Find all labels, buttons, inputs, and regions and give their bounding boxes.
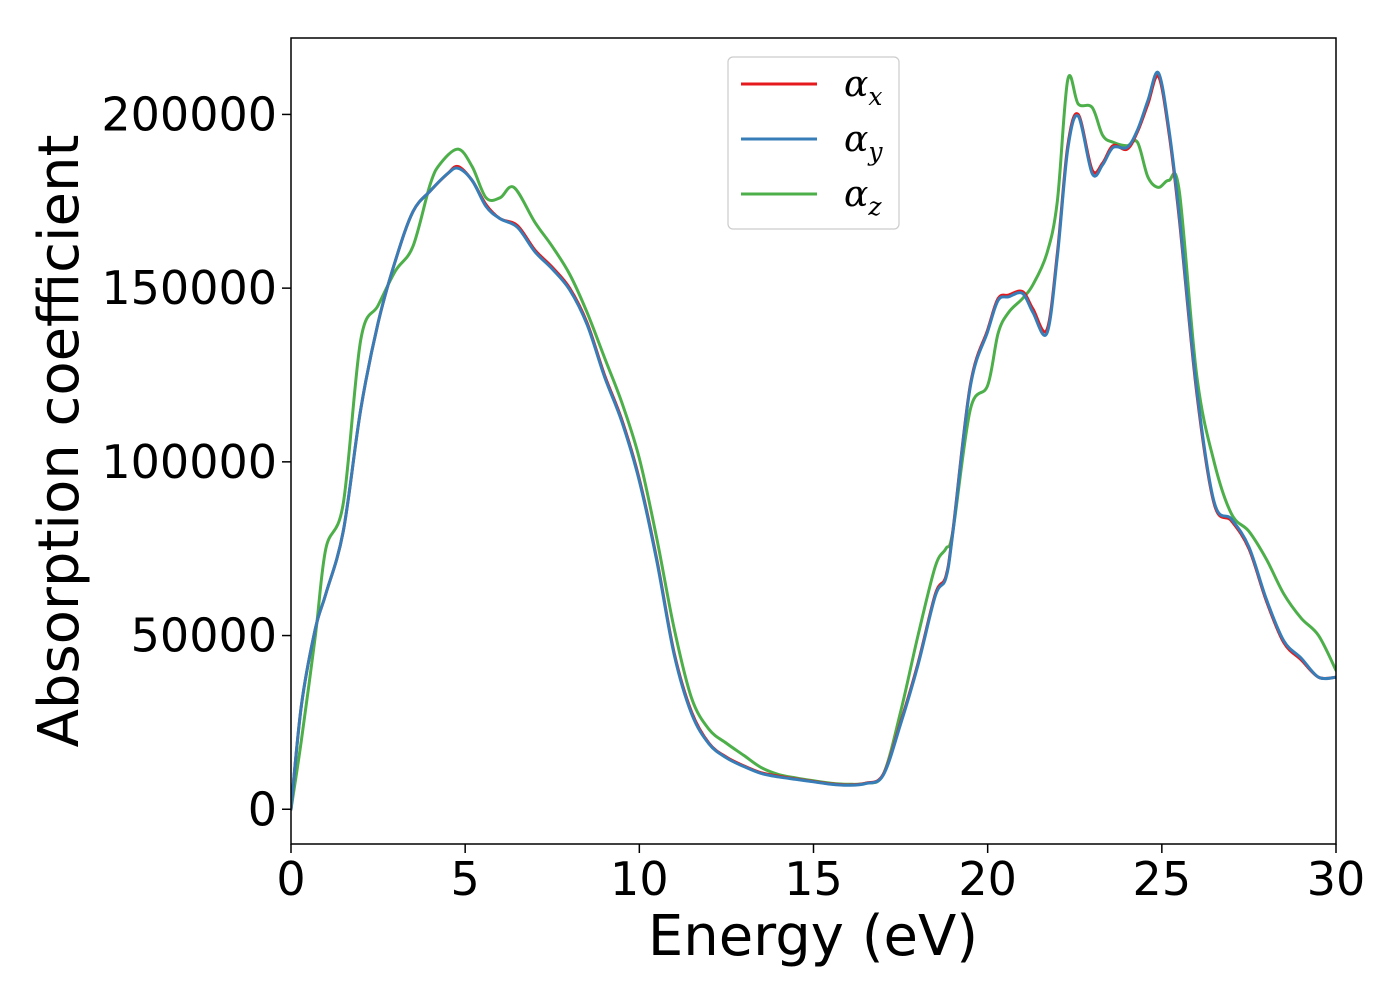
- x-tick-label: 30: [1307, 852, 1366, 906]
- y-tick-label: 50000: [131, 609, 277, 663]
- y-tick-label: 0: [248, 782, 277, 836]
- legend-entry-alpha-z: αz: [741, 174, 882, 221]
- legend-label-base: α: [844, 174, 868, 215]
- series-layer: [291, 70, 1336, 811]
- x-tick-label: 15: [784, 852, 843, 906]
- legend-label-base: α: [844, 64, 868, 105]
- x-tick-label: 0: [276, 852, 305, 906]
- legend-entry-alpha-y: αy: [741, 119, 883, 166]
- legend-box: [727, 56, 900, 230]
- legend-label-base: α: [844, 119, 868, 160]
- legend-label-subscript: z: [867, 192, 882, 221]
- legend-label: αz: [844, 174, 882, 221]
- x-tick-label: 20: [958, 852, 1017, 906]
- x-axis-title: Energy (eV): [648, 904, 978, 969]
- y-axis-title: Absorption coefficient: [27, 135, 92, 748]
- legend-entry-alpha-x: αx: [741, 64, 882, 111]
- y-tick-label: 150000: [101, 261, 277, 315]
- legend-label-subscript: y: [867, 137, 883, 166]
- y-tick-label: 200000: [101, 87, 277, 141]
- x-tick-label: 5: [451, 852, 480, 906]
- series-line-alpha-y: [291, 70, 1336, 811]
- ticks-layer: 0 5 10 15 20 25 30 0 50000 100000 150000 200000: [101, 87, 1365, 906]
- legend-label-subscript: x: [868, 82, 882, 111]
- y-tick-label: 100000: [101, 435, 277, 489]
- x-tick-label: 10: [610, 852, 669, 906]
- legend-label: αx: [844, 64, 882, 111]
- legend-label: αy: [844, 119, 883, 166]
- x-tick-label: 25: [1133, 852, 1192, 906]
